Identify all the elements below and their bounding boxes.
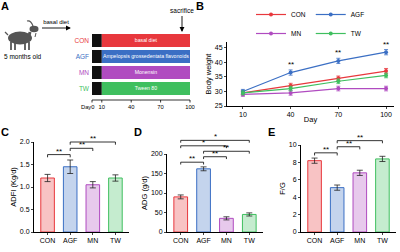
svg-text:MN: MN	[79, 69, 89, 76]
svg-text:10: 10	[239, 111, 247, 118]
svg-text:40: 40	[215, 59, 223, 66]
svg-text:CON: CON	[307, 237, 323, 244]
svg-text:35: 35	[215, 73, 223, 80]
svg-text:8: 8	[293, 159, 297, 166]
svg-text:70: 70	[157, 104, 163, 110]
svg-text:**: **	[79, 140, 85, 149]
svg-text:0.0: 0.0	[20, 228, 30, 235]
svg-text:0: 0	[159, 228, 163, 235]
svg-text:**: **	[223, 143, 229, 152]
svg-text:*: *	[214, 132, 217, 141]
svg-text:**: **	[288, 60, 294, 69]
svg-text:100: 100	[380, 111, 392, 118]
svg-text:**: **	[383, 40, 389, 49]
svg-text:CON: CON	[75, 37, 90, 44]
svg-text:50: 50	[155, 209, 163, 216]
svg-text:sacrifice: sacrifice	[170, 7, 194, 14]
svg-text:**: **	[335, 48, 341, 57]
svg-text:TW: TW	[110, 237, 121, 244]
svg-text:**: **	[323, 145, 329, 154]
svg-text:AGF: AGF	[196, 237, 210, 244]
svg-text:MN: MN	[354, 237, 365, 244]
svg-text:200: 200	[151, 150, 163, 157]
svg-text:100: 100	[185, 104, 195, 110]
svg-text:**: **	[90, 134, 96, 143]
svg-text:CON: CON	[291, 11, 306, 18]
svg-text:**: **	[212, 149, 218, 158]
svg-text:Day0: Day0	[81, 104, 95, 110]
svg-text:25: 25	[215, 102, 223, 109]
svg-text:AGF: AGF	[76, 53, 89, 60]
svg-text:Ampelopsis grossedentata flavo: Ampelopsis grossedentata flavonoids	[103, 53, 189, 59]
svg-text:45: 45	[215, 44, 223, 51]
svg-text:10: 10	[99, 104, 105, 110]
svg-text:**: **	[357, 133, 363, 142]
svg-text:AGF: AGF	[330, 237, 344, 244]
svg-text:4: 4	[293, 194, 297, 201]
svg-text:basal diet: basal diet	[135, 37, 158, 43]
svg-text:TW: TW	[244, 237, 255, 244]
svg-text:ADG (g/d): ADG (g/d)	[140, 176, 149, 210]
svg-text:10: 10	[289, 141, 297, 148]
svg-text:MN: MN	[221, 237, 232, 244]
svg-text:ADFI (Kg/d): ADFI (Kg/d)	[9, 167, 18, 207]
svg-text:1.5: 1.5	[20, 161, 30, 168]
svg-text:1.0: 1.0	[20, 183, 30, 190]
svg-text:30: 30	[215, 88, 223, 95]
svg-text:40: 40	[287, 111, 295, 118]
svg-text:Tween 80: Tween 80	[135, 85, 158, 91]
svg-text:MN: MN	[87, 237, 98, 244]
svg-text:MN: MN	[291, 30, 301, 37]
svg-text:AGF: AGF	[351, 11, 364, 18]
html-text:A: A	[1, 0, 9, 12]
svg-text:100: 100	[151, 189, 163, 196]
svg-text:Body weight: Body weight	[204, 53, 213, 95]
svg-text:2.0: 2.0	[20, 138, 30, 145]
svg-text:Day: Day	[304, 115, 318, 124]
svg-text:6: 6	[293, 176, 297, 183]
svg-text:70: 70	[334, 111, 342, 118]
svg-text:0: 0	[293, 228, 297, 235]
svg-text:150: 150	[151, 170, 163, 177]
html-text:D: D	[134, 126, 142, 138]
svg-text:5 months old: 5 months old	[4, 53, 42, 60]
svg-text:0.5: 0.5	[20, 206, 30, 213]
svg-text:basal diet: basal diet	[43, 19, 69, 25]
html-text:B: B	[196, 0, 204, 12]
svg-text:**: **	[56, 147, 62, 156]
svg-text:CON: CON	[173, 237, 189, 244]
svg-text:F/G: F/G	[278, 182, 287, 195]
svg-text:*: *	[202, 138, 205, 147]
svg-text:2: 2	[293, 211, 297, 218]
html-text:E: E	[268, 126, 276, 138]
svg-text:CON: CON	[40, 237, 56, 244]
svg-text:TW: TW	[351, 30, 362, 37]
html-text:C: C	[1, 126, 9, 138]
svg-text:Monensin: Monensin	[135, 69, 158, 75]
svg-text:AGF: AGF	[63, 237, 77, 244]
svg-text:TW: TW	[79, 85, 90, 92]
svg-text:**: **	[346, 139, 352, 148]
svg-text:**: **	[189, 154, 195, 163]
svg-text:TW: TW	[377, 237, 388, 244]
svg-text:40: 40	[128, 104, 134, 110]
